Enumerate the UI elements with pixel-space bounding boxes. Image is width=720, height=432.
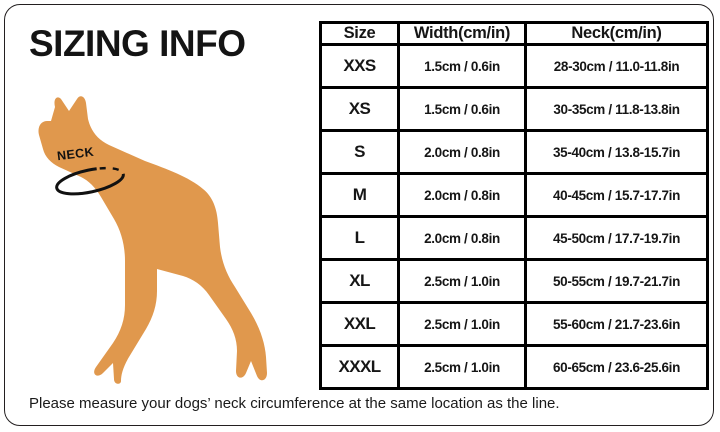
table-row: XXXL 2.5cm / 1.0in 60-65cm / 23.6-25.6in bbox=[319, 344, 709, 390]
table-row: XXL 2.5cm / 1.0in 55-60cm / 21.7-23.6in bbox=[319, 301, 709, 347]
cell-size: XXXL bbox=[319, 344, 400, 390]
cell-size: XXS bbox=[319, 43, 400, 89]
illustration-panel: SIZING INFO NECK bbox=[5, 5, 315, 390]
cell-width: 2.5cm / 1.0in bbox=[397, 301, 527, 347]
cell-size: XL bbox=[319, 258, 400, 304]
table-row: S 2.0cm / 0.8in 35-40cm / 13.8-15.7in bbox=[319, 129, 709, 175]
table-header-row: Size Width(cm/in) Neck(cm/in) bbox=[319, 21, 709, 46]
neck-measure-line-dashed bbox=[55, 166, 125, 196]
cell-width: 2.5cm / 1.0in bbox=[397, 344, 527, 390]
dog-body-shape bbox=[38, 96, 268, 384]
cell-size: S bbox=[319, 129, 400, 175]
table-row: XXS 1.5cm / 0.6in 28-30cm / 11.0-11.8in bbox=[319, 43, 709, 89]
cell-neck: 35-40cm / 13.8-15.7in bbox=[524, 129, 709, 175]
table-row: L 2.0cm / 0.8in 45-50cm / 17.7-19.7in bbox=[319, 215, 709, 261]
cell-neck: 60-65cm / 23.6-25.6in bbox=[524, 344, 709, 390]
table-row: M 2.0cm / 0.8in 40-45cm / 15.7-17.7in bbox=[319, 172, 709, 218]
page-title: SIZING INFO bbox=[29, 23, 246, 64]
cell-width: 2.0cm / 0.8in bbox=[397, 172, 527, 218]
column-header-neck: Neck(cm/in) bbox=[524, 21, 709, 46]
size-table: Size Width(cm/in) Neck(cm/in) XXS 1.5cm … bbox=[319, 21, 709, 390]
cell-neck: 45-50cm / 17.7-19.7in bbox=[524, 215, 709, 261]
cell-width: 2.0cm / 0.8in bbox=[397, 129, 527, 175]
table-row: XS 1.5cm / 0.6in 30-35cm / 11.8-13.8in bbox=[319, 86, 709, 132]
footer-note: Please measure your dogs’ neck circumfer… bbox=[29, 395, 560, 412]
column-header-width: Width(cm/in) bbox=[397, 21, 527, 46]
cell-width: 2.5cm / 1.0in bbox=[397, 258, 527, 304]
cell-width: 1.5cm / 0.6in bbox=[397, 43, 527, 89]
cell-neck: 40-45cm / 15.7-17.7in bbox=[524, 172, 709, 218]
cell-width: 2.0cm / 0.8in bbox=[397, 215, 527, 261]
cell-size: L bbox=[319, 215, 400, 261]
cell-neck: 28-30cm / 11.0-11.8in bbox=[524, 43, 709, 89]
cell-neck: 30-35cm / 11.8-13.8in bbox=[524, 86, 709, 132]
column-header-size: Size bbox=[319, 21, 400, 46]
cell-size: M bbox=[319, 172, 400, 218]
cell-width: 1.5cm / 0.6in bbox=[397, 86, 527, 132]
cell-size: XS bbox=[319, 86, 400, 132]
cell-neck: 50-55cm / 19.7-21.7in bbox=[524, 258, 709, 304]
dog-silhouette-icon bbox=[38, 96, 268, 384]
sizing-info-card: SIZING INFO NECK Size Width(cm/in) Neck(… bbox=[4, 4, 714, 426]
cell-neck: 55-60cm / 21.7-23.6in bbox=[524, 301, 709, 347]
cell-size: XXL bbox=[319, 301, 400, 347]
size-table-container: Size Width(cm/in) Neck(cm/in) XXS 1.5cm … bbox=[319, 21, 709, 390]
table-row: XL 2.5cm / 1.0in 50-55cm / 19.7-21.7in bbox=[319, 258, 709, 304]
